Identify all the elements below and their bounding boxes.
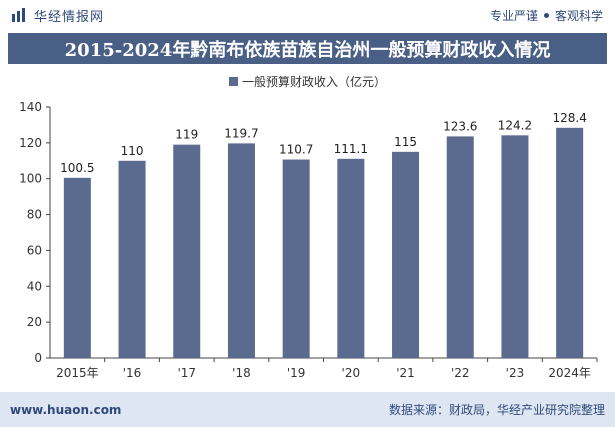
- y-tick-label: 20: [27, 315, 42, 329]
- data-label: 110.7: [279, 143, 313, 157]
- data-label: 100.5: [60, 161, 94, 175]
- tag-separator-dot: [543, 12, 549, 18]
- y-tick-label: 60: [27, 243, 42, 257]
- y-tick-label: 120: [19, 136, 42, 150]
- data-label: 119.7: [224, 126, 258, 140]
- x-tick-label: '16: [123, 366, 142, 380]
- tag-professional: 专业严谨: [489, 8, 538, 23]
- title-bar: 2015-2024年黔南布依族苗族自治州一般预算财政收入情况: [8, 33, 607, 64]
- tag-objective: 客观科学: [554, 8, 603, 23]
- y-tick-label: 100: [19, 172, 42, 186]
- brand-logo-icon: [12, 8, 25, 22]
- header-tags: 专业严谨 客观科学: [490, 7, 603, 24]
- data-label: 110: [121, 144, 144, 158]
- top-bar: 华经情报网 专业严谨 客观科学: [0, 0, 615, 30]
- bar: [282, 159, 310, 358]
- bar: [227, 143, 255, 358]
- data-label: 123.6: [443, 119, 477, 133]
- legend-swatch: [228, 76, 238, 86]
- bar: [63, 177, 91, 358]
- bar: [173, 144, 201, 358]
- bar-chart: 0 20 40 60 80 100 120 140 100.5 2015年 110 '16 119 '17…: [19, 100, 598, 380]
- footer-site-link[interactable]: www.huaon.com: [10, 402, 122, 417]
- x-tick-label: 2015年: [56, 366, 99, 380]
- bar: [337, 158, 365, 358]
- y-tick-label: 40: [27, 279, 42, 293]
- bar: [118, 160, 146, 358]
- x-tick-label: '20: [342, 366, 361, 380]
- data-label: 124.2: [498, 118, 532, 132]
- data-label: 119: [175, 128, 198, 142]
- y-tick-label: 80: [27, 208, 42, 222]
- chart-legend: 一般预算财政收入（亿元）: [0, 72, 615, 90]
- bar: [392, 151, 420, 358]
- data-label: 115: [394, 135, 417, 149]
- x-tick-label: '17: [177, 366, 196, 380]
- bar: [501, 135, 529, 358]
- y-tick-label: 140: [19, 100, 42, 114]
- brand: 华经情报网: [12, 6, 104, 25]
- y-tick-label: 0: [34, 351, 42, 365]
- x-tick-label: '18: [232, 366, 251, 380]
- legend-label: 一般预算财政收入（亿元）: [241, 74, 386, 89]
- x-tick-label: '21: [396, 366, 415, 380]
- x-tick-label: '23: [506, 366, 525, 380]
- bar: [556, 127, 584, 358]
- footer: www.huaon.com 数据来源：财政局，华经产业研究院整理: [0, 392, 615, 427]
- x-tick-label: 2024年: [548, 366, 591, 380]
- data-label: 111.1: [334, 142, 368, 156]
- x-tick-label: '22: [451, 366, 470, 380]
- bar: [446, 136, 474, 358]
- footer-source: 数据来源：财政局，华经产业研究院整理: [388, 403, 605, 417]
- x-tick-label: '19: [287, 366, 306, 380]
- chart-title: 2015-2024年黔南布依族苗族自治州一般预算财政收入情况: [64, 39, 551, 61]
- data-label: 128.4: [552, 111, 586, 125]
- brand-name: 华经情报网: [34, 9, 105, 25]
